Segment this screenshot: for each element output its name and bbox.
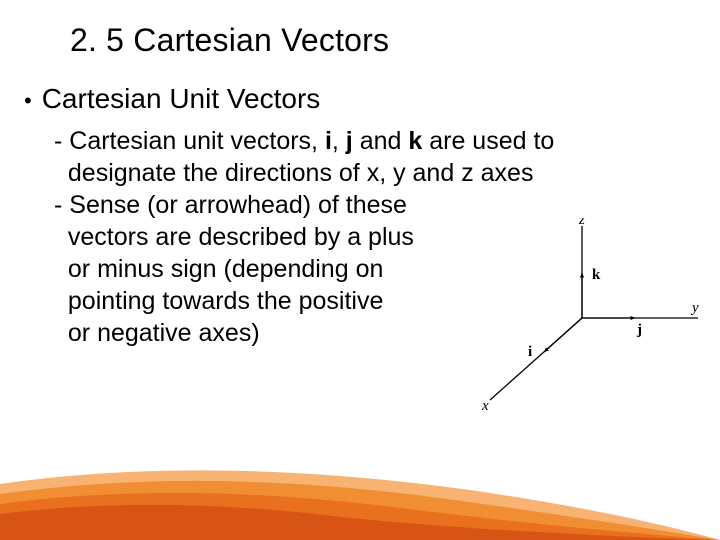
subtitle-text: Cartesian Unit Vectors bbox=[42, 83, 321, 115]
svg-text:z: z bbox=[578, 218, 585, 228]
svg-text:k: k bbox=[592, 267, 601, 283]
vec-k: k bbox=[408, 127, 422, 155]
bullet-icon: • bbox=[24, 90, 32, 112]
t1d: are used to bbox=[422, 127, 554, 155]
svg-text:i: i bbox=[528, 344, 532, 360]
vec-j: j bbox=[346, 127, 353, 155]
svg-text:y: y bbox=[690, 300, 699, 316]
swoosh-decoration bbox=[0, 450, 720, 540]
slide-title: 2. 5 Cartesian Vectors bbox=[70, 22, 700, 59]
body-line-3: - Sense (or arrowhead) of these bbox=[54, 189, 434, 221]
body-line-7: or negative axes) bbox=[54, 317, 434, 349]
t1a: - Cartesian unit vectors, bbox=[54, 127, 325, 155]
axes-svg: z y x k j i bbox=[452, 218, 702, 418]
body-line-4: vectors are described by a plus bbox=[54, 221, 434, 253]
subtitle-row: • Cartesian Unit Vectors bbox=[20, 83, 700, 125]
body-line-6: pointing towards the positive bbox=[54, 285, 434, 317]
body-line-2: designate the directions of x, y and z a… bbox=[54, 157, 694, 189]
t1b: , bbox=[332, 127, 346, 155]
t1c: and bbox=[353, 127, 409, 155]
svg-text:j: j bbox=[636, 322, 642, 338]
body-line-5: or minus sign (depending on bbox=[54, 253, 434, 285]
slide: 2. 5 Cartesian Vectors • Cartesian Unit … bbox=[0, 0, 720, 540]
axes-diagram: z y x k j i bbox=[452, 218, 702, 418]
body-line-1: - Cartesian unit vectors, i, j and k are… bbox=[54, 125, 694, 157]
vec-i: i bbox=[325, 127, 332, 155]
svg-text:x: x bbox=[481, 398, 489, 414]
